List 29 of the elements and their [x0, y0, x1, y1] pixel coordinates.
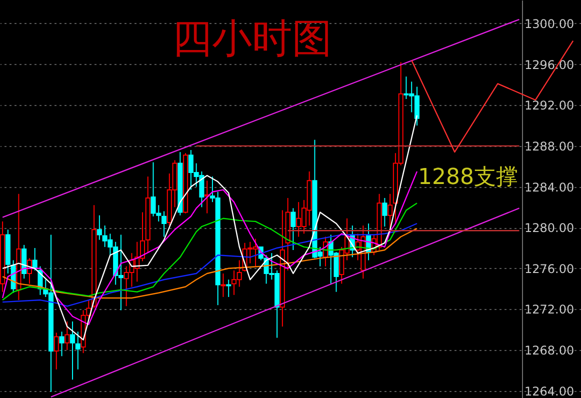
candlestick: [226, 279, 232, 298]
line-series: [2, 228, 418, 299]
candlestick: [32, 247, 38, 271]
candlestick: [382, 197, 388, 228]
y-tick-label: 1276.00: [524, 262, 574, 276]
line-series: [2, 170, 418, 326]
y-tick-label: 1272.00: [524, 302, 574, 317]
candlestick: [70, 320, 76, 380]
candlestick: [75, 331, 80, 370]
line-series: [411, 40, 574, 153]
candlestick: [96, 214, 102, 240]
y-tick-label: 1264.00: [524, 384, 574, 398]
y-tick-label: 1292.00: [524, 98, 574, 113]
line-series: [2, 222, 418, 307]
candlestick: [388, 193, 393, 230]
y-tick-label: 1284.00: [524, 180, 574, 194]
line-series: [2, 202, 418, 301]
candlestick: [59, 331, 64, 357]
y-tick-label: 1288.00: [524, 139, 574, 154]
candlestick: [162, 210, 167, 238]
y-tick-label: 1268.00: [524, 344, 574, 358]
candlestick: [220, 272, 226, 298]
candlestick: [54, 332, 59, 370]
chart-title: 四小时图: [172, 16, 332, 62]
candlestick: [290, 208, 296, 251]
y-tick-label: 1280.00: [524, 221, 574, 236]
candlestick: [64, 320, 70, 351]
annotation: 1288支撑: [418, 165, 518, 190]
y-tick-label: 1300.00: [524, 16, 574, 31]
